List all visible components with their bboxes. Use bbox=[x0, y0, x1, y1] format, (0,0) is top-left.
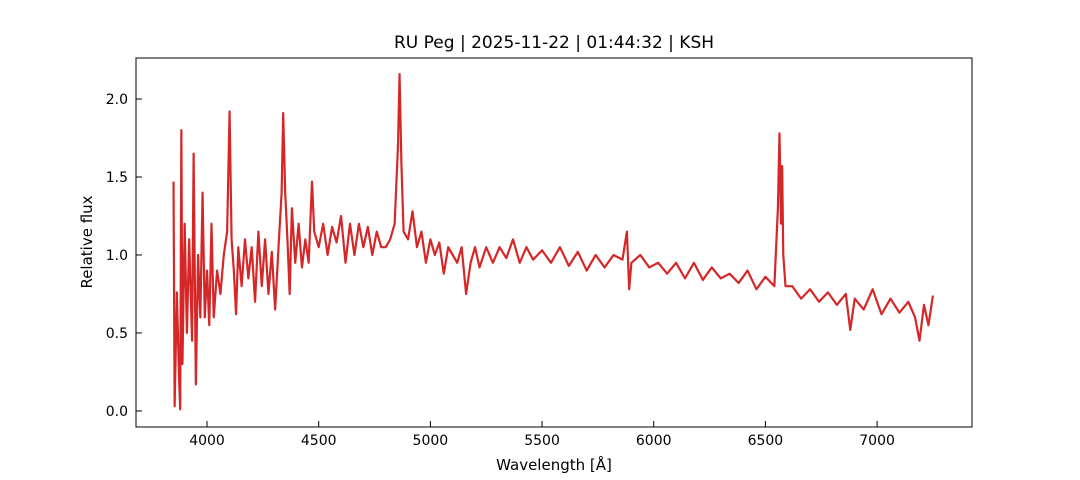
chart-title: RU Peg | 2025-11-22 | 01:44:32 | KSH bbox=[394, 33, 714, 53]
x-tick-label: 6000 bbox=[636, 433, 672, 449]
x-tick-label: 5500 bbox=[524, 433, 560, 449]
y-tick-label: 1.0 bbox=[106, 248, 128, 264]
x-tick-label: 7000 bbox=[859, 433, 895, 449]
x-tick-label: 6500 bbox=[748, 433, 784, 449]
y-axis-label: Relative flux bbox=[78, 195, 96, 288]
y-tick-label: 2.0 bbox=[106, 92, 128, 108]
x-tick-label: 5000 bbox=[413, 433, 449, 449]
x-axis-label: Wavelength [Å] bbox=[496, 455, 612, 474]
spectrum-line bbox=[172, 72, 934, 411]
y-tick-label: 0.0 bbox=[106, 404, 128, 420]
y-tick-label: 1.5 bbox=[106, 170, 128, 186]
y-tick-label: 0.5 bbox=[106, 326, 128, 342]
x-tick-label: 4500 bbox=[301, 433, 337, 449]
plot-frame bbox=[135, 57, 973, 428]
x-tick-label: 4000 bbox=[189, 433, 225, 449]
